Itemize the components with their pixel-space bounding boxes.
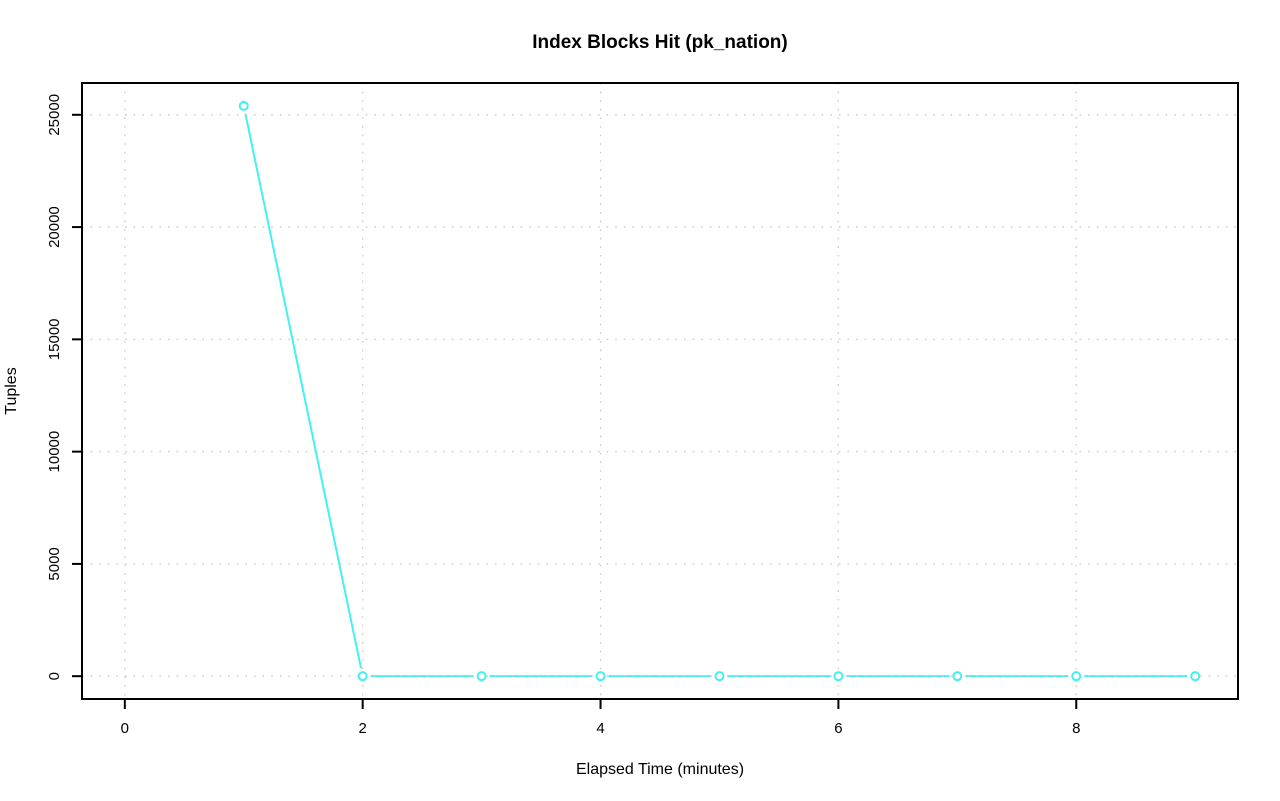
data-point <box>714 671 725 682</box>
y-tick-label: 15000 <box>46 318 63 360</box>
x-tick-label: 2 <box>359 720 367 737</box>
x-axis-label: Elapsed Time (minutes) <box>575 761 745 778</box>
x-tick-label: 6 <box>834 720 842 737</box>
plot-border <box>81 82 1239 700</box>
y-tick-label: 10000 <box>46 431 63 473</box>
data-point <box>476 671 487 682</box>
series-line-segment <box>244 113 363 669</box>
data-point <box>238 100 249 111</box>
chart-title: Index Blocks Hit (pk_nation) <box>532 32 788 53</box>
x-tick-label: 4 <box>596 720 604 737</box>
y-tick-label: 5000 <box>46 547 63 580</box>
data-point <box>357 671 368 682</box>
x-tick-label: 8 <box>1072 720 1080 737</box>
y-axis-label: Tuples <box>3 367 20 415</box>
data-point <box>1071 671 1082 682</box>
x-tick-label: 0 <box>121 720 129 737</box>
data-point <box>833 671 844 682</box>
y-tick-label: 25000 <box>46 94 63 136</box>
data-point <box>1190 671 1201 682</box>
data-point <box>952 671 963 682</box>
y-tick-label: 0 <box>46 672 63 680</box>
data-point <box>595 671 606 682</box>
y-tick-label: 20000 <box>46 206 63 248</box>
